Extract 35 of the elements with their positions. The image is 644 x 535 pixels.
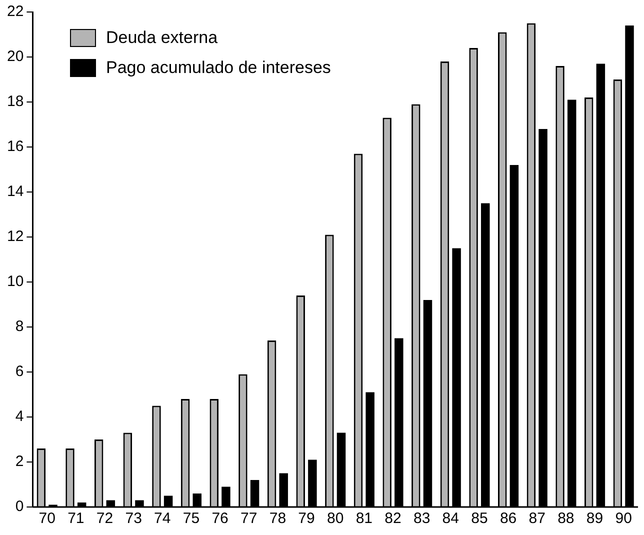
y-tick-label: 20 [6,48,24,66]
x-tick-label: 87 [528,510,546,528]
x-tick-label: 73 [125,510,142,528]
x-tick-label: 70 [38,510,56,528]
x-tick-label: 77 [240,510,258,528]
y-tick-label: 18 [6,93,24,110]
y-tick-label: 4 [15,408,24,426]
x-tick-label: 78 [269,510,286,528]
x-tick-label: 86 [500,510,517,528]
y-tick-label: 0 [15,498,24,516]
x-tick-label: 75 [182,510,200,528]
y-tick-label: 8 [15,318,24,336]
x-tick-label: 80 [327,510,344,528]
legend-label: Pago acumulado de intereses [106,58,331,78]
y-tick-label: 22 [6,3,24,20]
x-tick-label: 88 [558,510,574,528]
x-tick-label: 76 [212,510,228,528]
x-tick-label: 82 [384,510,402,528]
x-tick-label: 84 [442,510,459,528]
y-tick-label: 12 [6,228,24,246]
x-tick-label: 72 [96,510,114,528]
x-tick-label: 71 [68,510,84,528]
x-tick-label: 81 [356,510,373,528]
x-tick-label: 85 [471,510,488,528]
x-tick-label: 83 [413,510,430,528]
x-tick-label: 89 [586,510,604,528]
x-tick-label: 79 [298,510,315,528]
y-tick-label: 16 [6,138,24,156]
legend-label: Deuda externa [106,28,218,48]
y-tick-label: 14 [6,183,24,200]
y-tick-label: 2 [15,453,24,470]
x-tick-label: 74 [154,510,171,528]
y-tick-label: 6 [15,363,24,380]
y-tick-label: 10 [6,273,24,290]
x-tick-label: 90 [615,510,632,528]
